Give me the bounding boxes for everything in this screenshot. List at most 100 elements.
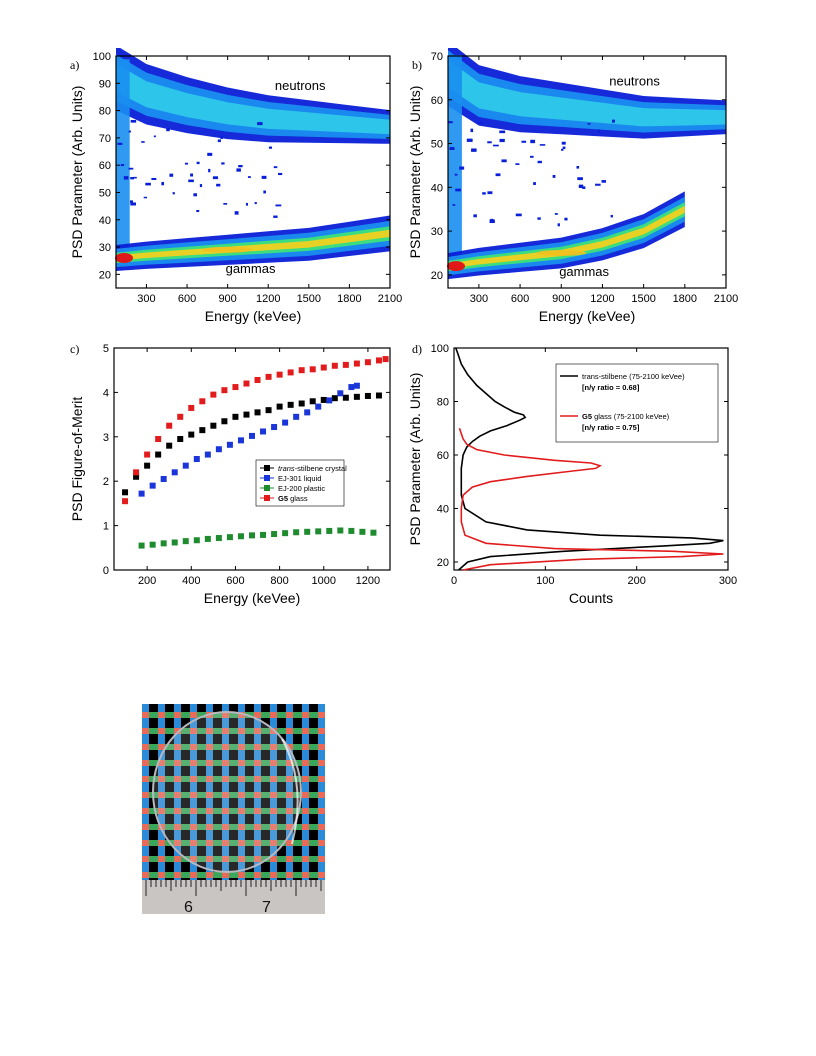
data-point [237, 533, 244, 540]
plot-frame [447, 55, 727, 289]
ruler-label-6: 6 [184, 899, 193, 914]
legend-marker [264, 475, 270, 481]
x-tick-label: 0 [451, 575, 457, 587]
annotation-gammas: gammas [559, 264, 609, 279]
speckle [557, 223, 560, 227]
speckle [454, 173, 458, 176]
data-point [199, 427, 206, 434]
data-point [171, 469, 178, 476]
speckle [471, 148, 477, 152]
y-tick-label: 100 [93, 51, 111, 63]
data-point [320, 396, 327, 403]
data-point [265, 407, 272, 414]
speckle [597, 129, 600, 133]
y-tick-label: 30 [99, 242, 111, 254]
y-tick-label: 20 [431, 270, 443, 282]
gamma-hotspot [115, 252, 133, 263]
speckle [184, 162, 189, 165]
band-gammas-layer [448, 205, 685, 269]
x-tick-label: 300 [719, 575, 737, 587]
data-point [342, 394, 349, 401]
plot-frame [115, 55, 391, 289]
speckle [128, 167, 134, 170]
data-point [249, 532, 255, 539]
y-tick-label: 80 [99, 106, 111, 118]
data-point [226, 534, 233, 541]
speckle [196, 161, 200, 165]
x-tick-label: 1200 [590, 293, 614, 305]
data-point [337, 390, 344, 397]
speckle [499, 130, 506, 134]
gamma-core [536, 249, 587, 256]
speckle [141, 141, 145, 143]
speckle [130, 177, 135, 180]
speckle [552, 174, 556, 178]
x-tick-label: 400 [182, 575, 200, 587]
speckle [448, 121, 453, 124]
speckle [562, 146, 566, 150]
panel-d: d) 0 100 200 300 20 40 60 80 100 Counts PSD Parame… [407, 340, 748, 620]
x-axis-label: Energy (keVee) [539, 308, 636, 324]
y-tick-label: 60 [431, 95, 443, 107]
speckle [129, 200, 133, 203]
y-axis-label: PSD Parameter (Arb. Units) [408, 86, 423, 259]
data-point [138, 490, 145, 497]
data-point [133, 473, 140, 480]
data-point [309, 398, 316, 405]
data-point [144, 451, 151, 458]
y-tick-label: 40 [99, 215, 111, 227]
band-neutrons-layer [448, 59, 726, 127]
speckle [130, 119, 137, 123]
speckle [487, 141, 492, 144]
glass-sample-image: 6 7 [142, 704, 325, 914]
speckle [452, 204, 456, 206]
speckle [188, 179, 194, 183]
speckle [199, 184, 203, 188]
annotation-gammas: gammas [226, 261, 276, 276]
x-tick-label: 200 [138, 575, 156, 587]
speckle [539, 144, 546, 146]
legend-ratio: [n/γ ratio = 0.75] [582, 423, 640, 432]
panel-a: a) 300 600 900 1200 1500 1800 2100 20 30 40 50 60 70… [69, 45, 410, 338]
speckle [470, 128, 474, 133]
data-point [293, 413, 300, 420]
data-point [171, 539, 178, 546]
speckle [275, 204, 282, 207]
data-point [304, 409, 311, 416]
data-point [254, 409, 261, 416]
x-tick-label: 1800 [673, 293, 697, 305]
speckle [221, 162, 225, 165]
data-point [304, 528, 311, 535]
data-point [243, 380, 250, 387]
speckle [561, 141, 566, 145]
data-point [210, 391, 217, 398]
data-point [144, 462, 151, 469]
speckle [564, 217, 568, 221]
speckle [133, 176, 137, 179]
speckle [216, 183, 221, 187]
data-point [237, 437, 244, 444]
data-point [221, 387, 228, 394]
panel-a-heatmap: 300 600 900 1200 1500 1800 2100 20 30 40 50 60 70 80 9… [69, 45, 402, 324]
x-tick-label: 900 [218, 293, 236, 305]
data-point [221, 418, 228, 425]
y-tick-label: 0 [103, 565, 109, 577]
heatmap-bands [115, 45, 390, 271]
data-point [364, 392, 371, 399]
speckle [117, 142, 123, 145]
speckle [537, 217, 541, 220]
data-point [276, 403, 283, 410]
panel-b-letter: b) [412, 58, 422, 72]
data-point [122, 498, 129, 505]
y-tick-label: 20 [437, 557, 449, 569]
speckle [238, 164, 243, 168]
data-point [160, 540, 167, 547]
speckle [576, 166, 580, 169]
panel-c: c) 200 400 600 800 1000 1200 0 1 2 3 4 5 Energy (keV… [69, 340, 400, 620]
legend-label: G5 glass [278, 494, 308, 503]
data-point [166, 442, 173, 449]
data-point [320, 364, 327, 371]
y-tick-label: 80 [437, 396, 449, 408]
legend-box [555, 363, 719, 443]
panel-c-chart: 200 400 600 800 1000 1200 0 1 2 3 4 5 Energy (keVee)… [69, 343, 391, 606]
